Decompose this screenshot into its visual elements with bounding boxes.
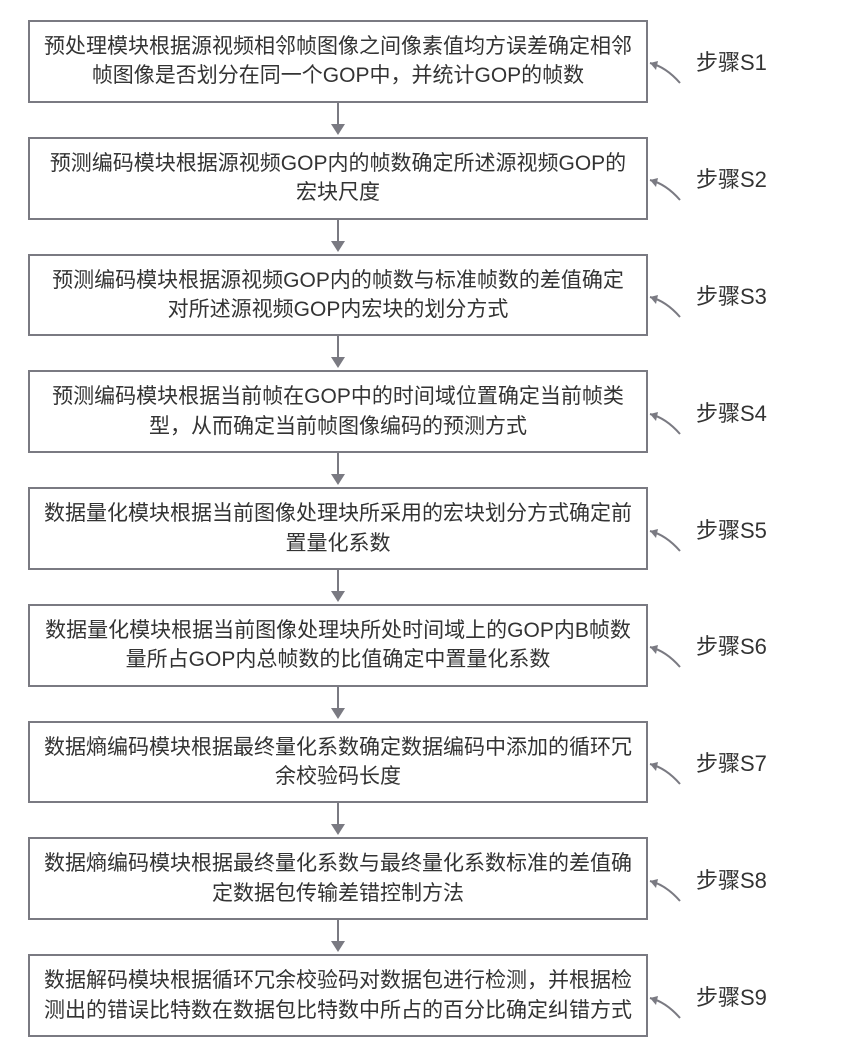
step-box-s9: 数据解码模块根据循环冗余校验码对数据包进行检测，并根据检测出的错误比特数在数据包…: [28, 954, 648, 1037]
step-text: 数据熵编码模块根据最终量化系数与最终量化系数标准的差值确定数据包传输差错控制方法: [44, 849, 632, 908]
step-row: 预测编码模块根据当前帧在GOP中的时间域位置确定当前帧类型，从而确定当前帧图像编…: [28, 370, 767, 453]
arrow-connector: [28, 336, 648, 370]
arrow-connector: [28, 803, 648, 837]
label-pointer: [648, 996, 698, 1026]
arrow-connector: [28, 570, 648, 604]
step-label-s6: 步骤S6: [696, 629, 767, 661]
step-row: 预测编码模块根据源视频GOP内的帧数与标准帧数的差值确定对所述源视频GOP内宏块…: [28, 254, 767, 337]
step-label-s9: 步骤S9: [696, 980, 767, 1012]
step-label-s2: 步骤S2: [696, 162, 767, 194]
step-row: 预测编码模块根据源视频GOP内的帧数确定所述源视频GOP的宏块尺度 步骤S2: [28, 137, 767, 220]
label-pointer: [648, 61, 698, 91]
step-text: 数据解码模块根据循环冗余校验码对数据包进行检测，并根据检测出的错误比特数在数据包…: [44, 966, 632, 1025]
step-box-s8: 数据熵编码模块根据最终量化系数与最终量化系数标准的差值确定数据包传输差错控制方法: [28, 837, 648, 920]
step-label-s3: 步骤S3: [696, 279, 767, 311]
arrow-connector: [28, 220, 648, 254]
arrow-connector: [28, 103, 648, 137]
step-box-s1: 预处理模块根据源视频相邻帧图像之间像素值均方误差确定相邻帧图像是否划分在同一个G…: [28, 20, 648, 103]
step-text: 预测编码模块根据源视频GOP内的帧数确定所述源视频GOP的宏块尺度: [44, 149, 632, 208]
label-pointer: [648, 645, 698, 675]
step-row: 数据量化模块根据当前图像处理块所处时间域上的GOP内B帧数量所占GOP内总帧数的…: [28, 604, 767, 687]
step-label-s5: 步骤S5: [696, 513, 767, 545]
step-box-s3: 预测编码模块根据源视频GOP内的帧数与标准帧数的差值确定对所述源视频GOP内宏块…: [28, 254, 648, 337]
step-text: 预测编码模块根据源视频GOP内的帧数与标准帧数的差值确定对所述源视频GOP内宏块…: [44, 266, 632, 325]
step-label-s1: 步骤S1: [696, 45, 767, 77]
arrow-connector: [28, 453, 648, 487]
step-box-s5: 数据量化模块根据当前图像处理块所采用的宏块划分方式确定前置量化系数: [28, 487, 648, 570]
step-box-s7: 数据熵编码模块根据最终量化系数确定数据编码中添加的循环冗余校验码长度: [28, 721, 648, 804]
label-pointer: [648, 879, 698, 909]
step-label-s7: 步骤S7: [696, 746, 767, 778]
step-text: 数据量化模块根据当前图像处理块所处时间域上的GOP内B帧数量所占GOP内总帧数的…: [44, 616, 632, 675]
step-box-s6: 数据量化模块根据当前图像处理块所处时间域上的GOP内B帧数量所占GOP内总帧数的…: [28, 604, 648, 687]
step-row: 数据解码模块根据循环冗余校验码对数据包进行检测，并根据检测出的错误比特数在数据包…: [28, 954, 767, 1037]
step-row: 数据熵编码模块根据最终量化系数确定数据编码中添加的循环冗余校验码长度 步骤S7: [28, 721, 767, 804]
label-pointer: [648, 762, 698, 792]
arrow-connector: [28, 687, 648, 721]
label-pointer: [648, 295, 698, 325]
step-row: 预处理模块根据源视频相邻帧图像之间像素值均方误差确定相邻帧图像是否划分在同一个G…: [28, 20, 767, 103]
label-pointer: [648, 529, 698, 559]
arrow-connector: [28, 920, 648, 954]
step-text: 预处理模块根据源视频相邻帧图像之间像素值均方误差确定相邻帧图像是否划分在同一个G…: [44, 32, 632, 91]
label-pointer: [648, 412, 698, 442]
step-row: 数据熵编码模块根据最终量化系数与最终量化系数标准的差值确定数据包传输差错控制方法…: [28, 837, 767, 920]
step-text: 数据熵编码模块根据最终量化系数确定数据编码中添加的循环冗余校验码长度: [44, 733, 632, 792]
flowchart-container: 预处理模块根据源视频相邻帧图像之间像素值均方误差确定相邻帧图像是否划分在同一个G…: [10, 20, 836, 1037]
label-pointer: [648, 178, 698, 208]
step-text: 数据量化模块根据当前图像处理块所采用的宏块划分方式确定前置量化系数: [44, 499, 632, 558]
step-box-s4: 预测编码模块根据当前帧在GOP中的时间域位置确定当前帧类型，从而确定当前帧图像编…: [28, 370, 648, 453]
step-text: 预测编码模块根据当前帧在GOP中的时间域位置确定当前帧类型，从而确定当前帧图像编…: [44, 382, 632, 441]
step-box-s2: 预测编码模块根据源视频GOP内的帧数确定所述源视频GOP的宏块尺度: [28, 137, 648, 220]
step-label-s4: 步骤S4: [696, 396, 767, 428]
step-row: 数据量化模块根据当前图像处理块所采用的宏块划分方式确定前置量化系数 步骤S5: [28, 487, 767, 570]
step-label-s8: 步骤S8: [696, 863, 767, 895]
